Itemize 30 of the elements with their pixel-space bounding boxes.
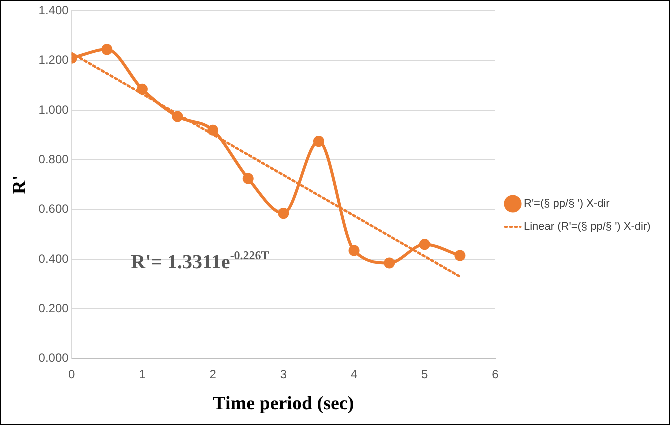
x-axis-title: Time period (sec) <box>213 394 354 415</box>
x-tick-label: 0 <box>68 367 76 382</box>
y-tick-label: 0.800 <box>38 152 70 166</box>
x-tick-label: 2 <box>210 367 217 382</box>
point <box>242 173 254 184</box>
x-tick-label: 4 <box>350 367 358 382</box>
y-tick-label: 0.200 <box>38 301 70 316</box>
point <box>208 124 219 136</box>
legend-label: Linear (R'=(§ pp/§ ') X-dir) <box>524 221 651 234</box>
y-tick-label: 1.400 <box>38 4 70 18</box>
point <box>172 111 184 122</box>
x-tick-label: 3 <box>280 367 288 382</box>
point <box>419 239 430 250</box>
y-tick-label: 0.400 <box>38 252 70 266</box>
x-tick-label: 1 <box>139 367 146 382</box>
point <box>348 245 360 256</box>
y-tick-label: 0.600 <box>38 202 70 216</box>
legend-label: R'=(§ pp/§ ') X-dir <box>524 198 610 210</box>
point <box>313 136 324 148</box>
point <box>102 44 113 56</box>
y-tick-label: 0.000 <box>38 351 70 366</box>
y-tick-label: 1.000 <box>38 102 70 117</box>
x-tick-label: 5 <box>422 367 429 382</box>
point <box>384 258 396 269</box>
point <box>136 84 148 95</box>
x-tick-label: 6 <box>492 367 500 382</box>
y-axis-title: R' <box>9 176 30 194</box>
point <box>454 250 466 262</box>
point <box>278 208 290 220</box>
y-tick-label: 1.200 <box>38 53 70 68</box>
